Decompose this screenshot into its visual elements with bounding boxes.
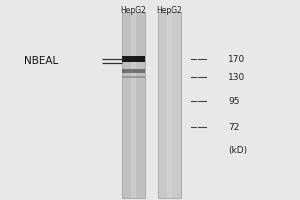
Bar (131, 12, 136, 198)
Text: (kD): (kD) (228, 146, 247, 156)
Text: 130: 130 (228, 72, 245, 82)
Text: HepG2: HepG2 (121, 6, 146, 15)
Text: 170: 170 (228, 54, 245, 64)
Text: 72: 72 (228, 122, 239, 132)
Bar (167, 12, 172, 198)
Bar (122, 76, 145, 78)
Bar (122, 12, 145, 198)
Bar (122, 69, 145, 73)
Bar (122, 56, 145, 62)
Bar (158, 12, 181, 198)
Text: NBEAL: NBEAL (24, 56, 58, 66)
Text: 95: 95 (228, 97, 239, 106)
Text: HepG2: HepG2 (157, 6, 182, 15)
